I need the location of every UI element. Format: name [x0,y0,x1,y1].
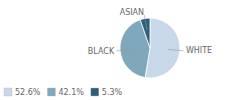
leader-line [144,15,147,30]
legend-label: 5.3% [102,88,123,97]
legend-swatch [91,88,99,96]
legend-swatch [47,88,55,96]
chart: WHITE BLACK ASIAN 52.6% 42.1% 5.3% [0,0,240,100]
pie: WHITE BLACK ASIAN [88,8,212,78]
legend-label: 52.6% [15,88,41,97]
slice-label: ASIAN [120,8,144,17]
legend-label: 42.1% [58,88,84,97]
legend: 52.6% 42.1% 5.3% [4,88,123,97]
legend-item: 42.1% [47,88,84,97]
slice [140,18,150,48]
legend-item: 52.6% [4,88,41,97]
leader-line [117,50,133,51]
leader-line [168,49,184,50]
legend-swatch [4,88,12,96]
slice-label: BLACK [88,47,115,56]
legend-item: 5.3% [91,88,123,97]
slice-label: WHITE [186,46,212,55]
